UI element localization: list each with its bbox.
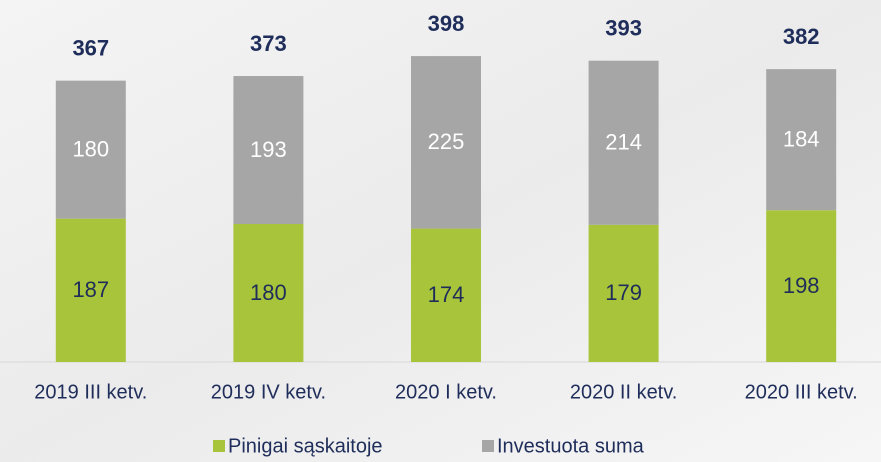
bar-segment [411, 228, 481, 362]
bar-segment [766, 69, 837, 211]
x-tick-label: 2020 II ketv. [570, 381, 677, 403]
total-label: 393 [605, 16, 642, 41]
total-label: 373 [250, 31, 287, 56]
data-label: 187 [72, 277, 109, 302]
bar-segment [55, 80, 126, 219]
bar-segment [233, 76, 304, 225]
x-tick-label: 2020 I ketv. [395, 381, 497, 403]
data-label: 184 [783, 126, 820, 151]
data-label: 193 [250, 137, 287, 162]
total-label: 382 [783, 24, 820, 49]
total-label: 367 [72, 35, 109, 60]
bar-segment [588, 224, 659, 362]
bar-segment [233, 224, 304, 362]
x-tick-label: 2019 IV ketv. [211, 381, 326, 403]
bar-segment [766, 210, 837, 362]
legend-label: Pinigai sąskaitoje [228, 435, 383, 457]
x-tick-label: 2020 III ketv. [745, 381, 858, 403]
bar-segment [55, 218, 126, 362]
legend-swatch [213, 440, 225, 452]
data-label: 179 [605, 280, 642, 305]
data-label: 198 [783, 273, 820, 298]
legend-label: Investuota suma [497, 435, 645, 457]
legend-swatch [482, 440, 494, 452]
data-label: 180 [72, 136, 109, 161]
data-label: 174 [428, 282, 465, 307]
data-label: 214 [605, 130, 642, 155]
x-tick-label: 2019 III ketv. [34, 381, 147, 403]
data-label: 180 [250, 280, 287, 305]
bar-segment [411, 56, 481, 229]
data-label: 225 [428, 129, 465, 154]
total-label: 398 [428, 11, 465, 36]
bar-segment [588, 60, 659, 225]
